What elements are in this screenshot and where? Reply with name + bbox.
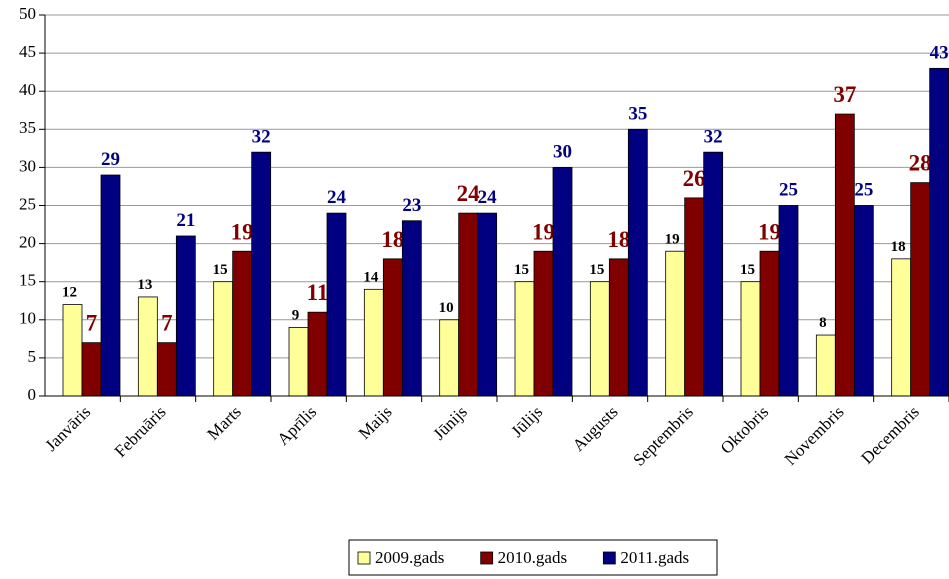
bar <box>910 182 931 397</box>
data-label: 7 <box>86 311 98 336</box>
bar <box>778 205 799 397</box>
bar <box>853 205 874 397</box>
data-label: 15 <box>514 262 529 278</box>
bar <box>401 220 422 397</box>
data-label: 15 <box>589 262 604 278</box>
bar <box>608 258 629 397</box>
bar <box>477 212 498 397</box>
y-tick-label: 0 <box>28 385 37 404</box>
legend-label: 2009.gads <box>375 548 444 567</box>
data-label: 18 <box>381 227 404 252</box>
data-label: 30 <box>553 142 572 163</box>
bar <box>175 235 196 397</box>
y-tick-label: 5 <box>28 347 37 366</box>
legend-label: 2011.gads <box>620 548 689 567</box>
bar <box>533 250 554 397</box>
legend-swatch <box>480 551 494 565</box>
bar <box>929 67 949 397</box>
legend-box <box>348 539 718 576</box>
bar <box>251 151 272 397</box>
y-tick-label: 30 <box>19 156 36 175</box>
legend-swatch <box>357 551 371 565</box>
y-tick-label: 15 <box>19 271 36 290</box>
data-label: 19 <box>665 231 680 247</box>
y-tick-label: 50 <box>19 4 36 23</box>
y-tick-label: 25 <box>19 194 36 213</box>
bar <box>81 342 102 397</box>
data-label: 37 <box>833 82 856 107</box>
data-label: 11 <box>307 280 329 305</box>
legend-label: 2010.gads <box>498 548 567 567</box>
data-label: 18 <box>891 239 906 255</box>
bar <box>232 250 253 397</box>
bar <box>137 296 158 397</box>
data-label: 8 <box>819 315 827 331</box>
bar <box>891 258 912 397</box>
data-label: 19 <box>758 219 781 244</box>
bar <box>458 212 479 397</box>
data-label: 24 <box>457 181 481 206</box>
y-tick-label: 45 <box>19 42 36 61</box>
data-label: 12 <box>62 285 77 301</box>
bar <box>382 258 403 397</box>
bar <box>834 113 855 397</box>
bar <box>62 304 83 397</box>
data-label: 26 <box>683 166 706 191</box>
data-label: 19 <box>231 219 254 244</box>
bar <box>363 288 384 397</box>
data-label: 32 <box>704 126 723 147</box>
data-label: 25 <box>779 180 798 201</box>
data-label: 43 <box>930 42 949 63</box>
legend-swatch <box>602 551 616 565</box>
data-label: 15 <box>740 262 755 278</box>
bar <box>288 327 309 397</box>
data-label: 24 <box>327 187 347 208</box>
data-label: 25 <box>854 180 873 201</box>
bar <box>684 197 705 397</box>
data-label: 24 <box>478 187 498 208</box>
data-label: 9 <box>292 308 300 324</box>
data-label: 13 <box>137 277 152 293</box>
data-label: 35 <box>628 103 647 124</box>
bar <box>703 151 724 397</box>
bar <box>307 311 328 397</box>
data-label: 32 <box>252 126 271 147</box>
data-label: 21 <box>176 210 195 231</box>
bar <box>100 174 121 397</box>
data-label: 28 <box>909 151 932 176</box>
y-tick-label: 10 <box>19 309 36 328</box>
bar <box>627 128 648 397</box>
bar <box>589 281 610 397</box>
bar <box>815 334 836 397</box>
data-label: 19 <box>532 219 555 244</box>
bar <box>740 281 761 397</box>
bar <box>665 250 686 397</box>
data-label: 15 <box>213 262 228 278</box>
data-label: 10 <box>439 300 454 316</box>
y-tick-label: 35 <box>19 118 36 137</box>
bar <box>213 281 234 397</box>
bar <box>156 342 177 397</box>
data-label: 29 <box>101 149 120 170</box>
data-label: 14 <box>363 270 379 286</box>
data-label: 7 <box>161 311 173 336</box>
bar <box>514 281 535 397</box>
y-tick-label: 20 <box>19 233 36 252</box>
y-tick-label: 40 <box>19 80 36 99</box>
bar <box>326 212 347 397</box>
bar <box>759 250 780 397</box>
data-label: 18 <box>607 227 630 252</box>
bar <box>552 166 573 397</box>
bar <box>439 319 460 397</box>
data-label: 23 <box>402 195 421 216</box>
